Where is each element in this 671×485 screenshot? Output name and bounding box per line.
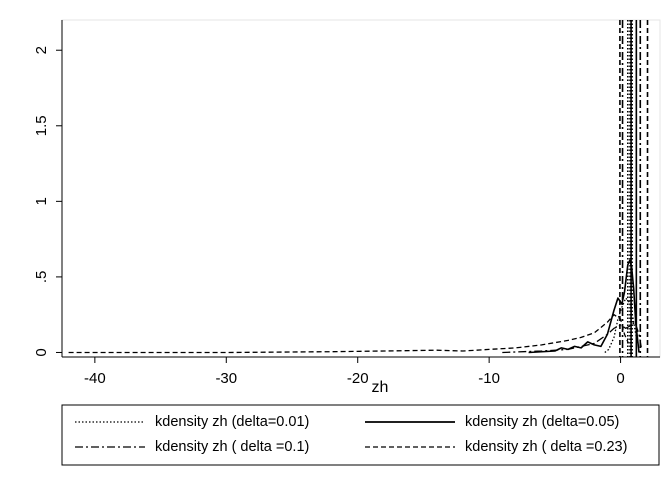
legend-label: kdensity zh (delta=0.05) xyxy=(465,414,619,430)
x-tick-label: -10 xyxy=(478,370,500,387)
y-tick-label: 2 xyxy=(33,46,50,54)
legend-items: kdensity zh (delta=0.01) kdensity zh (del… xyxy=(75,414,627,455)
x-tick-label: -30 xyxy=(215,370,237,387)
y-tick-label: .5 xyxy=(33,271,50,284)
y-tick-label: 1.5 xyxy=(33,115,50,136)
x-tick-label: -40 xyxy=(84,370,106,387)
x-ticks: -40 -30 -20 -10 0 xyxy=(84,357,625,387)
x-axis-title: zh xyxy=(372,379,389,396)
legend-label: kdensity zh ( delta =0.1) xyxy=(155,439,309,455)
legend-box xyxy=(61,404,660,466)
y-tick-label: 0 xyxy=(33,348,50,356)
x-tick-label: -20 xyxy=(347,370,369,387)
series-line xyxy=(68,314,630,354)
legend-label: kdensity zh ( delta =0.23) xyxy=(465,439,627,455)
x-tick-label: 0 xyxy=(616,370,624,387)
axes xyxy=(61,20,660,358)
y-ticks: 0 .5 1 1.5 2 xyxy=(33,46,62,357)
series-lines xyxy=(68,259,643,354)
series-line xyxy=(604,297,639,354)
legend-label: kdensity zh (delta=0.01) xyxy=(155,414,309,430)
series-line xyxy=(502,321,643,354)
plot-area xyxy=(61,19,661,358)
y-tick-label: 1 xyxy=(33,197,50,205)
legend: kdensity zh (delta=0.01) kdensity zh (del… xyxy=(61,404,660,466)
